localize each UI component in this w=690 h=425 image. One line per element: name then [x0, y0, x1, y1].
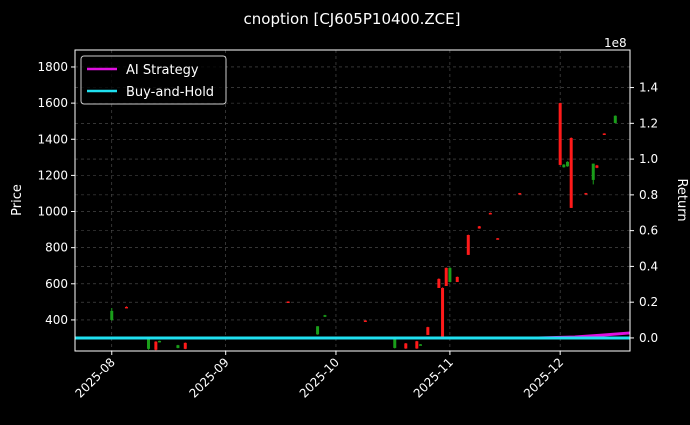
y2-tick-label: 0.8: [639, 188, 658, 202]
grid: [75, 50, 630, 351]
y-axis-ticks: 400 600 800 1000 1200 1400 1600 1800: [37, 60, 75, 327]
candle-body: [154, 341, 158, 350]
x-tick-label: 2025-08: [73, 355, 118, 400]
candle-body: [441, 287, 445, 338]
candle-body: [591, 163, 595, 180]
candle-body: [602, 133, 606, 135]
candle-body: [488, 212, 492, 215]
y-tick-label: 600: [45, 277, 68, 291]
candle-body: [316, 326, 320, 335]
candle-body: [426, 327, 430, 335]
y2-scale-label: 1e8: [604, 36, 627, 50]
y-tick-label: 1200: [37, 168, 68, 182]
y2-tick-label: 0.6: [639, 224, 658, 238]
x-tick-label: 2025-09: [186, 355, 231, 400]
x-tick-label: 2025-10: [297, 355, 342, 400]
candle-body: [518, 193, 522, 195]
x-tick-label: 2025-12: [521, 355, 566, 400]
candle-body: [404, 343, 408, 349]
y2-tick-label: 0.0: [639, 331, 658, 345]
candle-body: [444, 267, 448, 286]
candle-body: [562, 164, 566, 168]
candle-body: [477, 226, 481, 229]
chart-title: cnoption [CJ605P10400.ZCE]: [244, 10, 461, 28]
y2-tick-label: 1.4: [639, 81, 658, 95]
candle-body: [584, 193, 588, 195]
candle-body: [558, 103, 562, 165]
candles: [110, 102, 617, 351]
candle-body: [455, 276, 459, 282]
x-tick-label: 2025-11: [411, 355, 456, 400]
candle-body: [496, 238, 500, 240]
candle-body: [595, 165, 599, 168]
candle-body: [158, 340, 162, 343]
candle-body: [286, 301, 290, 303]
y2-tick-label: 1.2: [639, 116, 658, 130]
candle-body: [466, 235, 470, 255]
y-tick-label: 1000: [37, 205, 68, 219]
candle-body: [110, 310, 114, 320]
x-axis-ticks: 2025-08 2025-09 2025-10 2025-11 2025-12: [73, 351, 566, 401]
y2-tick-label: 1.0: [639, 152, 658, 166]
candle-body: [363, 320, 367, 322]
y-axis-label: Price: [10, 184, 25, 216]
y2-tick-label: 0.2: [639, 295, 658, 309]
y2-tick-label: 0.4: [639, 259, 658, 273]
candle-body: [183, 342, 187, 349]
y2-axis-ticks: 0.0 0.2 0.4 0.6 0.8 1.0 1.2 1.4: [630, 81, 658, 345]
candle-body: [448, 267, 452, 282]
candle-body: [124, 306, 128, 309]
y2-axis-label: Return: [674, 178, 689, 221]
y-tick-label: 1600: [37, 96, 68, 110]
candle-body: [566, 161, 570, 167]
y-tick-label: 800: [45, 241, 68, 255]
candle-body: [147, 337, 151, 349]
legend-label-ai-strategy: AI Strategy: [126, 63, 199, 78]
candle-body: [323, 315, 327, 317]
candle-body: [613, 115, 617, 123]
return-lines: [75, 331, 631, 340]
y-tick-label: 400: [45, 313, 68, 327]
candle-body: [569, 137, 573, 208]
candle-body: [415, 341, 419, 349]
y-tick-label: 1800: [37, 60, 68, 74]
candle-body: [176, 345, 180, 348]
candle-body: [418, 344, 422, 346]
legend-label-buy-and-hold: Buy-and-Hold: [126, 85, 214, 100]
legend: AI Strategy Buy-and-Hold: [80, 55, 227, 105]
candle-body: [393, 337, 397, 348]
y-tick-label: 1400: [37, 132, 68, 146]
candle-body: [437, 278, 441, 288]
plot-frame: [74, 49, 631, 352]
